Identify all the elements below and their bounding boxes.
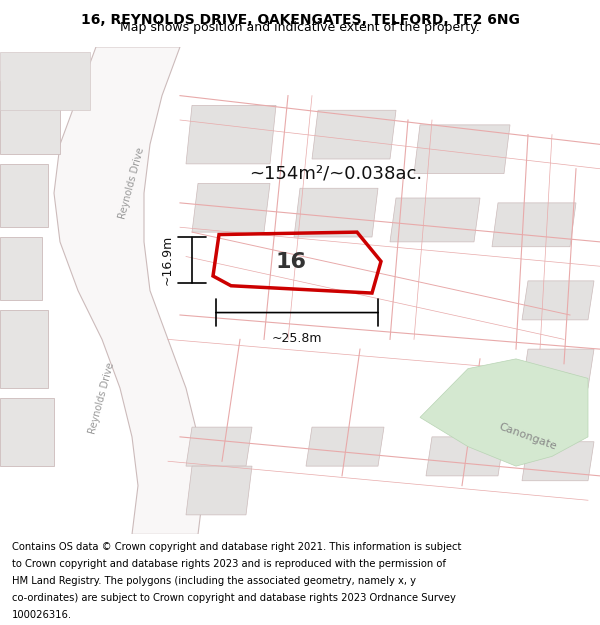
Polygon shape bbox=[426, 437, 504, 476]
Polygon shape bbox=[192, 183, 270, 232]
Text: Reynolds Drive: Reynolds Drive bbox=[88, 361, 116, 435]
Polygon shape bbox=[186, 427, 252, 466]
Polygon shape bbox=[522, 281, 594, 320]
Text: 16, REYNOLDS DRIVE, OAKENGATES, TELFORD, TF2 6NG: 16, REYNOLDS DRIVE, OAKENGATES, TELFORD,… bbox=[80, 13, 520, 27]
Polygon shape bbox=[0, 52, 90, 110]
Text: 100026316.: 100026316. bbox=[12, 611, 72, 621]
Text: ~154m²/~0.038ac.: ~154m²/~0.038ac. bbox=[250, 164, 422, 182]
Polygon shape bbox=[294, 188, 378, 237]
Text: 16: 16 bbox=[275, 253, 307, 272]
Polygon shape bbox=[0, 398, 54, 466]
Polygon shape bbox=[414, 125, 510, 174]
Polygon shape bbox=[0, 81, 60, 154]
Polygon shape bbox=[522, 442, 594, 481]
Polygon shape bbox=[306, 427, 384, 466]
Polygon shape bbox=[390, 198, 480, 242]
Text: ~25.8m: ~25.8m bbox=[272, 332, 322, 345]
Polygon shape bbox=[186, 466, 252, 515]
Polygon shape bbox=[186, 106, 276, 164]
Polygon shape bbox=[54, 47, 204, 534]
Text: Map shows position and indicative extent of the property.: Map shows position and indicative extent… bbox=[120, 21, 480, 34]
Polygon shape bbox=[522, 349, 594, 388]
Text: ~16.9m: ~16.9m bbox=[161, 235, 174, 285]
Text: to Crown copyright and database rights 2023 and is reproduced with the permissio: to Crown copyright and database rights 2… bbox=[12, 559, 446, 569]
Polygon shape bbox=[492, 203, 576, 247]
Text: HM Land Registry. The polygons (including the associated geometry, namely x, y: HM Land Registry. The polygons (includin… bbox=[12, 576, 416, 586]
Polygon shape bbox=[312, 110, 396, 159]
Text: Contains OS data © Crown copyright and database right 2021. This information is : Contains OS data © Crown copyright and d… bbox=[12, 542, 461, 552]
Polygon shape bbox=[0, 164, 48, 228]
Text: Reynolds Drive: Reynolds Drive bbox=[118, 146, 146, 220]
Polygon shape bbox=[0, 310, 48, 388]
Polygon shape bbox=[420, 359, 588, 466]
Text: Canongate: Canongate bbox=[497, 422, 559, 452]
Polygon shape bbox=[0, 237, 42, 301]
Text: co-ordinates) are subject to Crown copyright and database rights 2023 Ordnance S: co-ordinates) are subject to Crown copyr… bbox=[12, 593, 456, 603]
